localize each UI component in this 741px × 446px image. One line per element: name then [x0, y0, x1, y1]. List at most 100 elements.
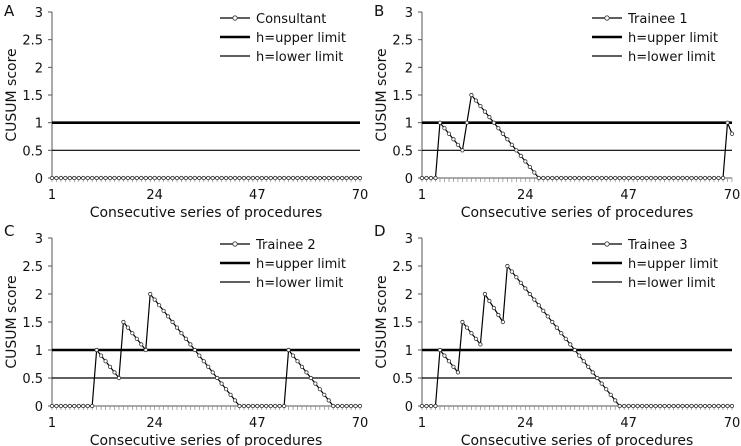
data-point: [54, 175, 59, 181]
data-point: [505, 263, 510, 269]
data-point: [237, 403, 242, 409]
data-point: [125, 175, 130, 181]
y-tick-label: 2: [405, 61, 413, 76]
data-point: [313, 175, 318, 181]
legend-item: h=upper limit: [592, 257, 718, 272]
panel-label: D: [374, 222, 386, 240]
data-point: [54, 403, 59, 409]
data-point: [299, 175, 305, 181]
legend-marker: [232, 15, 238, 21]
data-point: [572, 347, 577, 353]
data-point: [304, 175, 309, 181]
data-point: [308, 175, 313, 181]
x-tick-label: 1: [418, 416, 426, 431]
data-point: [340, 175, 345, 181]
x-tick-label: 24: [146, 188, 163, 203]
data-point: [473, 336, 479, 341]
data-point: [433, 175, 438, 181]
data-point: [152, 175, 157, 181]
data-point: [130, 331, 135, 336]
legend-item: h=lower limit: [592, 50, 715, 65]
y-tick-label: 0: [405, 172, 413, 187]
data-point: [460, 319, 465, 325]
legend-marker: [604, 15, 610, 21]
y-tick-label: 1.5: [22, 316, 43, 331]
data-point: [322, 392, 327, 397]
y-tick-label: 1: [405, 117, 413, 132]
data-point: [572, 175, 577, 181]
data-point: [49, 403, 55, 409]
data-point: [282, 403, 287, 409]
data-point: [419, 175, 425, 181]
data-point: [250, 403, 255, 409]
data-point: [550, 175, 555, 181]
data-point: [139, 175, 144, 181]
data-point: [183, 336, 189, 341]
data-point: [577, 175, 582, 181]
data-point: [451, 364, 456, 369]
data-point: [255, 403, 260, 409]
series-line: [422, 93, 733, 179]
data-point: [568, 342, 573, 347]
data-point: [698, 403, 703, 409]
data-point: [165, 175, 171, 181]
data-point: [500, 131, 505, 136]
data-point: [649, 175, 654, 181]
data-point: [428, 175, 434, 181]
data-point: [419, 403, 425, 409]
data-point: [357, 175, 363, 181]
x-axis-title: Consecutive series of procedures: [461, 205, 694, 221]
data-point: [76, 403, 81, 409]
y-tick-label: 1: [35, 344, 43, 359]
data-point: [622, 403, 627, 409]
data-point: [455, 142, 461, 147]
data-point: [446, 359, 452, 364]
panel-label: C: [4, 222, 14, 240]
data-point: [157, 175, 162, 181]
y-tick-label: 2.5: [392, 260, 413, 275]
data-point: [335, 175, 340, 181]
data-point: [653, 175, 658, 181]
data-point: [590, 175, 595, 181]
data-point: [698, 175, 703, 181]
data-point: [518, 280, 523, 285]
data-point: [201, 175, 206, 181]
data-point: [671, 175, 676, 181]
data-point: [631, 175, 636, 181]
legend-label: h=upper limit: [628, 31, 718, 46]
y-tick-label: 3: [405, 6, 413, 21]
y-tick-label: 2: [405, 288, 413, 303]
data-point: [188, 342, 193, 347]
data-point: [197, 353, 202, 358]
data-point: [331, 175, 336, 181]
data-point: [464, 325, 470, 330]
x-axis-title: Consecutive series of procedures: [90, 205, 323, 221]
data-point: [264, 403, 269, 409]
data-point: [496, 126, 501, 131]
data-point: [617, 175, 622, 181]
data-point: [99, 353, 104, 358]
data-point: [725, 120, 730, 125]
data-point: [644, 403, 649, 409]
data-point: [536, 175, 541, 181]
data-point: [192, 175, 197, 181]
legend-item: h=lower limit: [220, 50, 343, 65]
data-point: [729, 403, 735, 409]
data-point: [295, 359, 300, 364]
data-point: [139, 342, 144, 347]
data-point: [545, 314, 550, 319]
data-point: [684, 403, 690, 409]
data-point: [344, 403, 349, 409]
data-point: [711, 175, 717, 181]
data-point: [527, 164, 532, 170]
data-point: [640, 175, 645, 181]
data-point: [662, 175, 667, 181]
data-point: [559, 331, 564, 336]
data-point: [675, 175, 681, 181]
y-tick-label: 2: [35, 61, 43, 76]
data-point: [613, 175, 618, 181]
data-point: [219, 175, 224, 181]
y-tick-label: 2: [35, 288, 43, 303]
data-point: [568, 175, 573, 181]
data-point: [604, 175, 609, 181]
